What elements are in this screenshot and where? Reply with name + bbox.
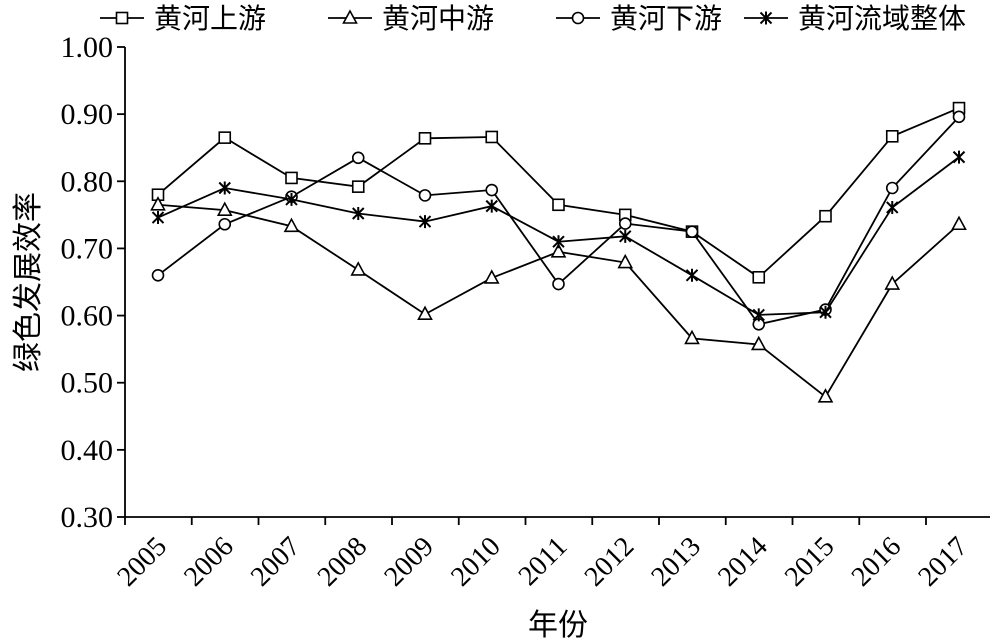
x-tick-label: 2008 [312, 531, 374, 593]
data-point-star [151, 211, 165, 225]
x-tick-label: 2005 [111, 531, 173, 593]
data-point-triangle [216, 201, 233, 216]
legend-label: 黄河中游 [382, 2, 494, 35]
x-tick-label: 2007 [245, 531, 307, 593]
legend-item: 黄河中游 [328, 2, 494, 35]
data-point-circle [952, 110, 966, 124]
y-tick-label: 0.40 [61, 434, 114, 467]
legend-marker-circle [571, 11, 585, 25]
data-point-square [552, 198, 565, 212]
y-tick-label: 0.50 [61, 367, 114, 400]
axes [124, 47, 990, 518]
x-tick-label: 2011 [513, 531, 574, 592]
x-tick-label: 2016 [846, 531, 908, 593]
data-point-triangle [617, 253, 634, 269]
data-point-star [485, 199, 498, 213]
legend: 黄河上游 黄河中游 黄河下游 黄河流域整体 [100, 2, 966, 35]
data-point-circle [351, 151, 365, 165]
data-point-triangle [684, 329, 700, 345]
x-tick-label: 2009 [378, 531, 440, 593]
y-ticks: 0.30 0.40 0.50 0.60 0.70 0.80 0.90 1.00 [61, 31, 125, 534]
data-point-triangle [550, 243, 567, 258]
data-point-circle [618, 217, 632, 230]
series-group [150, 101, 967, 403]
data-point-circle [885, 181, 899, 195]
data-point-square [285, 171, 298, 185]
data-point-square [485, 130, 499, 144]
data-point-triangle [350, 261, 367, 276]
series-circle [151, 110, 966, 331]
x-tick-label: 2017 [912, 531, 974, 593]
data-point-circle [151, 268, 165, 282]
series-line [157, 116, 960, 326]
data-point-star [685, 268, 699, 282]
x-tick-label: 2006 [178, 531, 240, 593]
data-point-star [218, 181, 231, 195]
data-point-triangle [750, 335, 767, 351]
legend-marker-square [115, 11, 129, 25]
y-tick-label: 0.30 [61, 501, 114, 534]
data-point-circle [685, 225, 699, 238]
legend-item: 黄河上游 [100, 2, 266, 35]
legend-item: 黄河流域整体 [744, 2, 966, 35]
data-point-triangle [483, 269, 500, 284]
data-point-star [886, 200, 899, 214]
data-point-square [351, 180, 365, 193]
y-tick-label: 0.90 [61, 98, 114, 131]
data-point-square [819, 209, 832, 223]
y-tick-label: 0.60 [61, 300, 114, 333]
data-point-star [552, 235, 565, 249]
y-tick-label: 0.80 [61, 165, 114, 198]
x-axis-title: 年份 [528, 608, 588, 643]
data-point-star [619, 229, 632, 243]
data-point-square [218, 131, 232, 144]
data-point-triangle [884, 275, 901, 290]
x-tick-label: 2013 [645, 531, 707, 593]
data-point-circle [552, 277, 565, 291]
data-point-square [752, 270, 766, 284]
data-point-circle [418, 189, 432, 202]
x-ticks: 2005 2006 2007 2008 2009 2010 2011 2012 2013 2014… [111, 517, 974, 593]
x-tick-label: 2014 [712, 531, 774, 593]
data-point-triangle [951, 215, 967, 231]
data-point-square [418, 132, 432, 145]
data-point-star [952, 150, 966, 164]
legend-marker-star [759, 11, 773, 25]
series-star [151, 150, 966, 322]
data-point-star [285, 192, 298, 206]
x-tick-label: 2012 [579, 531, 641, 593]
data-point-star [752, 308, 765, 322]
legend-label: 黄河流域整体 [798, 2, 966, 35]
data-point-circle [485, 183, 499, 197]
x-tick-label: 2010 [445, 531, 507, 593]
data-point-star [352, 207, 365, 221]
data-point-triangle [817, 388, 834, 403]
data-point-square [885, 130, 899, 143]
data-point-circle [218, 217, 232, 231]
y-axis-title: 绿色发展效率 [11, 192, 46, 372]
legend-marker-triangle [342, 9, 358, 24]
data-point-star [418, 215, 432, 229]
data-point-triangle [417, 305, 433, 321]
legend-item: 黄河下游 [556, 2, 722, 35]
series-triangle [150, 196, 967, 403]
data-point-triangle [283, 217, 300, 233]
legend-label: 黄河上游 [154, 2, 266, 35]
y-tick-label: 0.70 [61, 232, 114, 265]
y-tick-label: 1.00 [61, 31, 114, 64]
data-point-star [819, 305, 832, 319]
x-tick-label: 2015 [779, 531, 841, 593]
legend-label: 黄河下游 [610, 2, 722, 35]
series-line [157, 203, 960, 399]
data-point-triangle [150, 196, 166, 211]
